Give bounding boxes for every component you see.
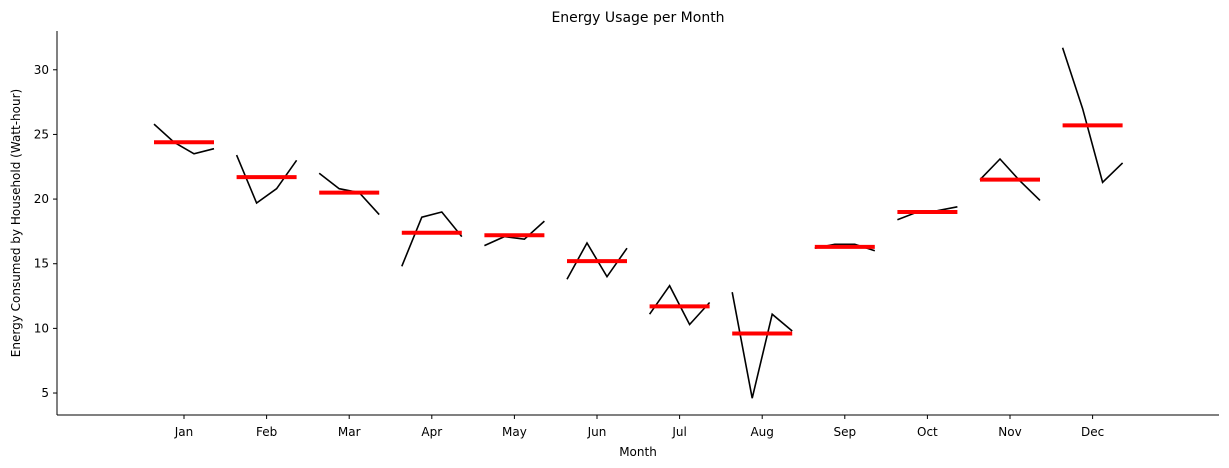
subseries-line-dec [1061,47,1124,184]
subseries-line-aug [731,292,793,399]
x-tick-label: May [502,425,527,439]
x-tick-label: Aug [750,425,773,439]
y-tick-label: 25 [34,127,49,141]
x-tick-label: Oct [917,425,938,439]
subseries-line-jan [153,123,215,155]
subseries-line-apr [401,211,463,267]
y-axis-ticks: 5 10 15 20 25 30 [34,63,57,400]
x-tick-label: Dec [1081,425,1104,439]
y-axis-label: Energy Consumed by Household (Watt-hour) [9,89,23,357]
chart-title: Energy Usage per Month [551,10,724,26]
x-tick-label: Jan [174,425,194,439]
y-tick-label: 30 [34,63,49,77]
x-tick-label: Nov [998,425,1021,439]
y-tick-label: 5 [41,386,49,400]
y-tick-label: 10 [34,321,49,335]
x-axis-label: Month [619,445,657,459]
subseries-line-may [484,220,545,247]
y-tick-label: 20 [34,192,49,206]
subseries-line-nov [979,157,1041,201]
x-tick-label: Jun [587,425,607,439]
x-tick-label: Jul [671,425,686,439]
x-tick-label: Apr [421,425,442,439]
monthly-subseries [153,47,1124,399]
x-tick-label: Mar [338,425,361,439]
x-tick-label: Sep [833,425,856,439]
y-tick-label: 15 [34,257,49,271]
x-axis-ticks: Jan Feb Mar Apr May Jun Jul Aug Sep Oct Nov Dec [174,415,1104,439]
x-tick-label: Feb [256,425,277,439]
